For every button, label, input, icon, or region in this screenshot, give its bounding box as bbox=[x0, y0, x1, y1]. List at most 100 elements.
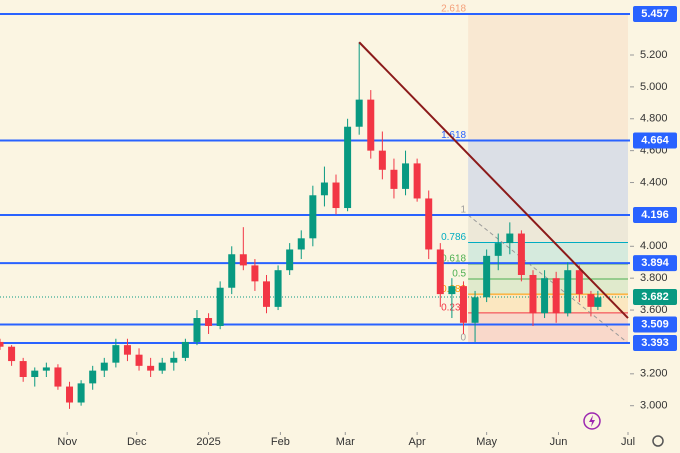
fib-label: 1 bbox=[461, 205, 467, 216]
y-tick-label: 3.800 bbox=[640, 272, 668, 284]
candle-body bbox=[205, 318, 213, 326]
candle-body bbox=[135, 354, 143, 366]
candle-body bbox=[529, 274, 537, 314]
x-tick-label: 2025 bbox=[196, 436, 220, 448]
candle-body bbox=[494, 243, 502, 256]
candle-body bbox=[355, 99, 363, 127]
fib-diagonal bbox=[467, 214, 629, 344]
level-price-box bbox=[633, 255, 677, 272]
fib-label: 0.236 bbox=[441, 303, 466, 314]
y-tick-label: 5.200 bbox=[640, 49, 668, 61]
candle-body bbox=[89, 370, 97, 384]
candle-body bbox=[471, 297, 479, 323]
candle-body bbox=[239, 254, 247, 266]
candle-body bbox=[274, 270, 282, 307]
candle-body bbox=[587, 294, 595, 307]
y-tick-label: 4.800 bbox=[640, 113, 668, 125]
candle-body bbox=[66, 386, 74, 403]
candle-body bbox=[378, 150, 386, 170]
x-tick-label: Feb bbox=[271, 436, 290, 448]
candle-body bbox=[170, 357, 178, 363]
fib-label: 2.618 bbox=[441, 4, 466, 15]
candle-body bbox=[309, 195, 317, 239]
last-price-box bbox=[633, 288, 677, 305]
candle-body bbox=[483, 255, 491, 298]
candle-body bbox=[517, 233, 525, 275]
alert-icon[interactable] bbox=[583, 412, 601, 430]
x-tick-label: Jul bbox=[621, 436, 635, 448]
candle-body bbox=[193, 318, 201, 342]
candle-body bbox=[251, 265, 259, 282]
fib-label: 0.618 bbox=[441, 254, 466, 265]
x-tick-label: Dec bbox=[127, 436, 147, 448]
candle-body bbox=[564, 270, 572, 314]
fib-label: 0.5 bbox=[452, 269, 466, 280]
x-tick-label: Apr bbox=[409, 436, 426, 448]
candle-body bbox=[344, 126, 352, 209]
candle-body bbox=[147, 365, 155, 371]
last-price-label: 3.682 bbox=[641, 291, 669, 303]
candle-body bbox=[541, 278, 549, 314]
candle-body bbox=[54, 367, 62, 387]
axes: 3.0003.2003.6003.8004.0004.4004.6004.800… bbox=[57, 6, 677, 448]
y-tick-label: 5.000 bbox=[640, 81, 668, 93]
x-tick-label: Mar bbox=[336, 436, 355, 448]
fib-band bbox=[468, 140, 628, 216]
fib-band bbox=[468, 312, 628, 344]
candle-body bbox=[158, 362, 166, 371]
x-tick-label: Jun bbox=[550, 436, 568, 448]
level-price-label: 4.196 bbox=[641, 209, 669, 221]
candle-body bbox=[436, 249, 444, 295]
y-tick-label: 3.600 bbox=[640, 304, 668, 316]
level-price-box bbox=[633, 6, 677, 23]
candle-body bbox=[262, 281, 270, 307]
candle-body bbox=[448, 286, 456, 295]
level-price-box bbox=[633, 316, 677, 333]
candle-body bbox=[0, 341, 4, 347]
fib-band bbox=[468, 14, 628, 141]
candle-body bbox=[390, 169, 398, 189]
candle-body bbox=[552, 278, 560, 314]
candle-body bbox=[297, 238, 305, 250]
level-price-box bbox=[633, 132, 677, 149]
candle-body bbox=[228, 254, 236, 288]
candle-body bbox=[402, 163, 410, 189]
fib-label: 0.786 bbox=[441, 232, 466, 243]
candle-body bbox=[77, 383, 85, 403]
candle-body bbox=[181, 341, 189, 358]
candle-body bbox=[19, 361, 27, 378]
candle-body bbox=[332, 182, 340, 209]
candle-body bbox=[42, 367, 50, 371]
candle-body bbox=[31, 370, 39, 378]
settings-icon[interactable] bbox=[652, 435, 664, 447]
candle-body bbox=[123, 345, 131, 355]
y-tick-label: 4.400 bbox=[640, 176, 668, 188]
y-tick-label: 3.200 bbox=[640, 368, 668, 380]
level-price-label: 3.509 bbox=[641, 318, 669, 330]
candle-body bbox=[506, 233, 514, 244]
fib-band bbox=[468, 215, 628, 243]
fib-label: 1.618 bbox=[441, 130, 466, 141]
candle-body bbox=[320, 182, 328, 196]
level-price-label: 4.664 bbox=[641, 134, 669, 146]
fib-label: 0 bbox=[461, 333, 467, 344]
candle-body bbox=[367, 99, 375, 151]
level-price-box bbox=[633, 335, 677, 352]
candle-body bbox=[459, 286, 467, 323]
candle-body bbox=[575, 270, 583, 295]
candle-body bbox=[425, 198, 433, 250]
fib-band bbox=[468, 263, 628, 279]
candle-body bbox=[216, 287, 224, 326]
x-tick-label: May bbox=[476, 436, 497, 448]
y-tick-label: 3.000 bbox=[640, 400, 668, 412]
level-price-label: 5.457 bbox=[641, 8, 669, 20]
candle-body bbox=[286, 249, 294, 271]
x-tick-label: Nov bbox=[57, 436, 77, 448]
fib-band bbox=[468, 242, 628, 264]
trendline bbox=[358, 41, 629, 319]
candle-body bbox=[413, 163, 421, 199]
